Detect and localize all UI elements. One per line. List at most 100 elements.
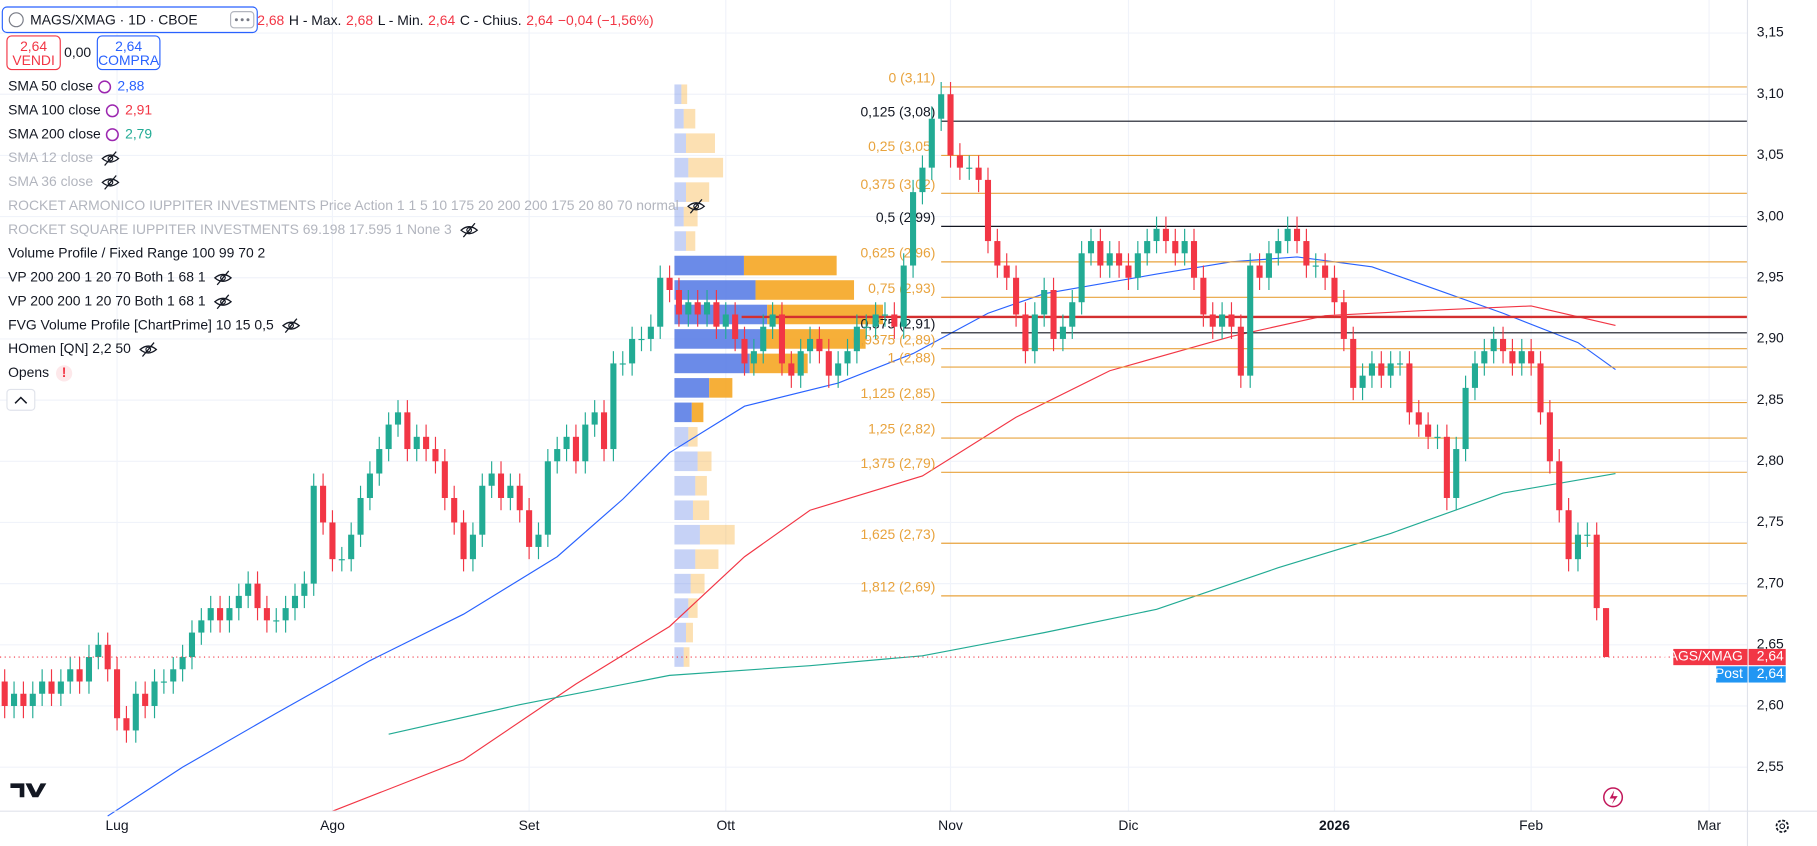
candle-body bbox=[273, 620, 280, 622]
candle-body bbox=[1378, 363, 1385, 376]
x-tick-label: Ago bbox=[320, 817, 345, 833]
candle-body bbox=[432, 449, 439, 462]
buy-button[interactable] bbox=[96, 35, 161, 71]
eye-pupil bbox=[288, 322, 294, 329]
candle-body bbox=[1013, 277, 1020, 315]
candle-body bbox=[320, 485, 327, 523]
legend-name: SMA 50 close bbox=[8, 78, 93, 94]
ohlc-value: 2,64 bbox=[526, 12, 553, 28]
fib-label: 1,625 (2,73) bbox=[860, 526, 935, 542]
eye-slash bbox=[462, 222, 476, 238]
spread: 0,00 bbox=[64, 44, 91, 60]
legend-name: VP 200 200 1 20 70 Both 1 68 1 bbox=[8, 292, 206, 308]
candle-body bbox=[1125, 265, 1132, 278]
candle-body bbox=[1106, 253, 1113, 266]
legend-icon[interactable] bbox=[105, 128, 119, 142]
buy-price: 2,64 bbox=[115, 38, 142, 54]
eye-off-icon[interactable] bbox=[139, 345, 158, 354]
candle-body bbox=[582, 424, 589, 462]
candle-body bbox=[441, 461, 448, 498]
alert-icon[interactable] bbox=[1603, 787, 1624, 808]
eye-off-icon[interactable] bbox=[281, 321, 301, 330]
candle-body bbox=[825, 351, 832, 376]
eye-off-icon[interactable] bbox=[101, 154, 120, 163]
dot bbox=[234, 18, 238, 22]
vp-up-bar bbox=[674, 524, 700, 545]
dot bbox=[240, 18, 244, 22]
settings-icon[interactable] bbox=[1775, 819, 1789, 833]
eye-pupil bbox=[107, 155, 114, 162]
x-tick-label: Feb bbox=[1519, 817, 1543, 833]
legend-icon[interactable] bbox=[98, 80, 112, 94]
y-tick-label: 3,00 bbox=[1757, 207, 1784, 223]
candle-body bbox=[966, 167, 973, 169]
legend-icon[interactable] bbox=[105, 104, 119, 118]
collapse-button[interactable] bbox=[6, 388, 36, 411]
eye-pupil bbox=[220, 298, 226, 305]
eye-pupil bbox=[220, 275, 226, 281]
candle-body bbox=[928, 118, 935, 168]
alert-bolt bbox=[1609, 790, 1618, 805]
fib-label: 0,375 (3,02) bbox=[860, 176, 935, 192]
eye-off-icon[interactable] bbox=[213, 273, 233, 283]
candle-body bbox=[1116, 253, 1123, 266]
legend-value: 2,79 bbox=[125, 125, 152, 141]
fib-label: 0,25 (3,05) bbox=[868, 138, 935, 154]
tag-value: 2,64 bbox=[1757, 665, 1784, 681]
y-tick-label: 2,60 bbox=[1757, 697, 1784, 713]
vp-down-bar bbox=[688, 157, 724, 178]
candle-body bbox=[1190, 241, 1198, 278]
candle-body bbox=[1425, 424, 1432, 437]
symbol-box[interactable] bbox=[1, 6, 258, 34]
eye-slash bbox=[689, 198, 703, 214]
eye-off-icon[interactable] bbox=[687, 202, 706, 211]
candle-body bbox=[1097, 241, 1104, 266]
candle-body bbox=[188, 632, 196, 658]
candle-body bbox=[11, 693, 18, 706]
candle-body bbox=[85, 657, 93, 682]
eye-off-icon[interactable] bbox=[101, 178, 120, 187]
sma-line bbox=[107, 256, 1616, 817]
y-tick-label: 2,85 bbox=[1757, 391, 1784, 407]
vp-down-bar bbox=[761, 329, 866, 349]
candle-body bbox=[1200, 277, 1207, 315]
fib-label: 0,125 (3,08) bbox=[860, 104, 935, 120]
y-tick-label: 3,05 bbox=[1757, 146, 1784, 162]
candle-body bbox=[797, 351, 804, 376]
candle-body bbox=[694, 302, 701, 315]
candle-body bbox=[835, 363, 842, 376]
candle-body bbox=[1537, 363, 1544, 413]
vp-down-bar bbox=[743, 255, 837, 276]
candle-body bbox=[95, 644, 102, 658]
candle-body bbox=[741, 338, 748, 364]
y-tick-label: 2,80 bbox=[1757, 452, 1784, 468]
more-button[interactable] bbox=[230, 11, 255, 29]
candle-body bbox=[310, 485, 317, 584]
vp-down-bar bbox=[688, 427, 698, 447]
candle-body bbox=[1396, 363, 1404, 365]
legend-name: SMA 36 close bbox=[8, 173, 93, 189]
ohlc-label: C - Chius. bbox=[460, 12, 522, 28]
candle-body bbox=[1490, 338, 1497, 352]
tag-value-box bbox=[1748, 666, 1786, 683]
y-tick-label: 2,65 bbox=[1757, 635, 1784, 651]
sell-button[interactable] bbox=[6, 35, 61, 71]
candle-body bbox=[638, 338, 645, 341]
candle-body bbox=[479, 485, 486, 535]
eye-off-icon[interactable] bbox=[213, 297, 233, 306]
eye-off-icon[interactable] bbox=[460, 226, 479, 235]
vp-up-bar bbox=[674, 206, 684, 227]
candle-body bbox=[1284, 228, 1291, 242]
candle-body bbox=[1228, 314, 1235, 327]
candle-body bbox=[1134, 253, 1141, 278]
candle-body bbox=[1293, 228, 1301, 242]
candle-body bbox=[460, 522, 467, 560]
symbol-icon bbox=[8, 12, 24, 28]
legend-name: ROCKET ARMONICO IUPPITER INVESTMENTS Pri… bbox=[8, 197, 679, 213]
candle-body bbox=[535, 534, 542, 547]
candle-body bbox=[1387, 363, 1394, 376]
candle-body bbox=[1041, 290, 1048, 315]
candle-body bbox=[348, 534, 355, 560]
y-tick-label: 2,75 bbox=[1757, 513, 1784, 529]
candle-body bbox=[713, 302, 720, 327]
